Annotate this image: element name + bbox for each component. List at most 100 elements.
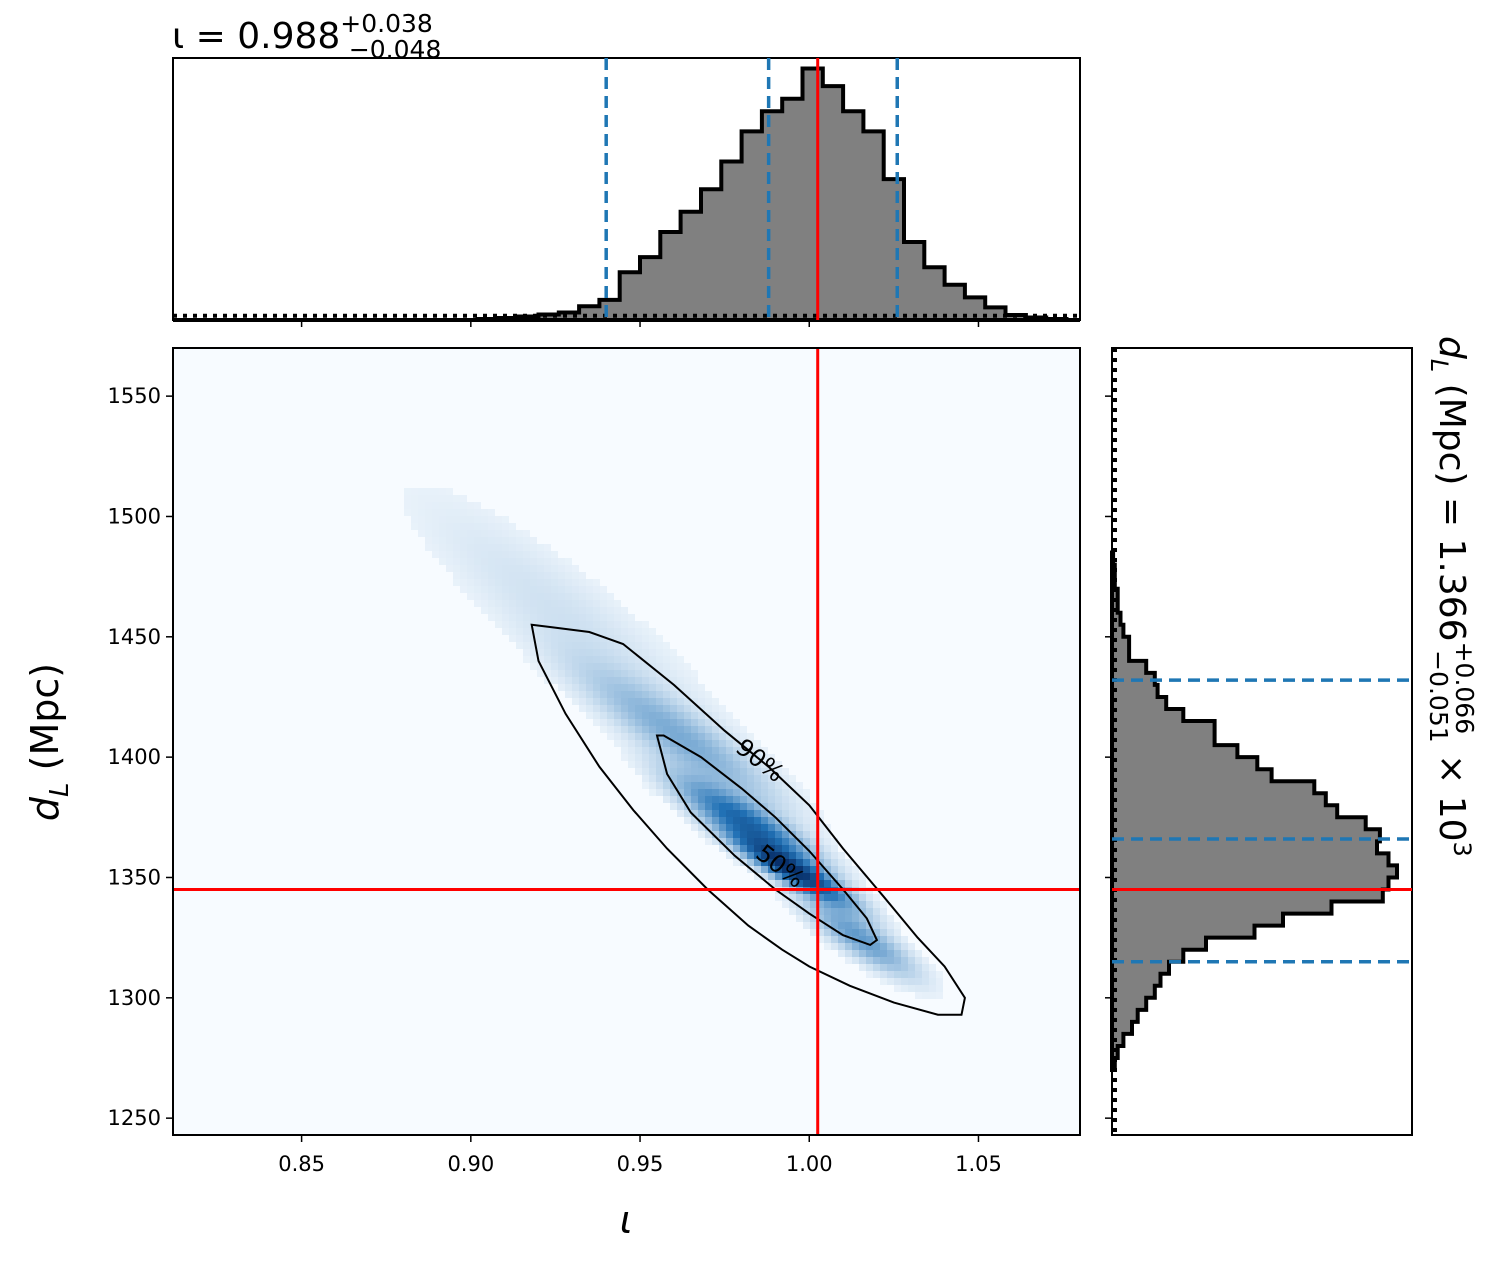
density-cell (684, 817, 691, 824)
density-cell (740, 768, 747, 775)
density-cell (460, 551, 467, 558)
density-cell (677, 796, 684, 803)
density-cell (719, 747, 726, 754)
density-cell (670, 796, 677, 803)
density-cell (775, 852, 782, 859)
y-axis-label-symbol: d (23, 796, 67, 821)
density-cell (789, 824, 796, 831)
density-cell (593, 649, 600, 656)
density-cell (677, 684, 684, 691)
density-cell (670, 656, 677, 663)
density-cell (558, 656, 565, 663)
density-cell (558, 621, 565, 628)
density-cell (579, 691, 586, 698)
density-cell (579, 621, 586, 628)
density-cell (593, 593, 600, 600)
density-cell (523, 593, 530, 600)
density-cell (544, 586, 551, 593)
density-cell (887, 936, 894, 943)
density-cell (460, 495, 467, 502)
density-cell (558, 677, 565, 684)
density-cell (446, 551, 453, 558)
density-cell (509, 579, 516, 586)
density-cell (516, 621, 523, 628)
density-cell (901, 936, 908, 943)
density-cell (628, 761, 635, 768)
density-cell (572, 621, 579, 628)
density-cell (712, 817, 719, 824)
density-cell (719, 712, 726, 719)
density-cell (887, 978, 894, 985)
density-cell (607, 649, 614, 656)
density-cell (586, 670, 593, 677)
density-cell (754, 803, 761, 810)
y-axis-label-subscript: L (45, 782, 75, 797)
density-cell (516, 530, 523, 537)
density-cell (656, 789, 663, 796)
density-cell (439, 530, 446, 537)
density-cell (418, 523, 425, 530)
density-cell (544, 558, 551, 565)
density-cell (572, 607, 579, 614)
density-cell (726, 831, 733, 838)
density-cell (565, 593, 572, 600)
density-cell (838, 922, 845, 929)
density-cell (698, 712, 705, 719)
density-cell (922, 964, 929, 971)
density-cell (635, 768, 642, 775)
density-cell (621, 649, 628, 656)
density-cell (649, 656, 656, 663)
density-cell (649, 635, 656, 642)
density-cell (649, 726, 656, 733)
density-cell (593, 579, 600, 586)
density-cell (565, 586, 572, 593)
density-cell (558, 607, 565, 614)
density-cell (901, 943, 908, 950)
density-cell (509, 635, 516, 642)
density-cell (852, 950, 859, 957)
density-cell (607, 719, 614, 726)
density-cell (418, 530, 425, 537)
density-cell (432, 544, 439, 551)
density-cell (593, 705, 600, 712)
density-cell (537, 558, 544, 565)
density-cell (495, 600, 502, 607)
density-cell (544, 670, 551, 677)
density-cell (565, 600, 572, 607)
density-cell (656, 705, 663, 712)
density-cell (670, 712, 677, 719)
density-cell (775, 824, 782, 831)
density-cell (670, 670, 677, 677)
density-cell (845, 950, 852, 957)
density-cell (565, 649, 572, 656)
density-cell (600, 593, 607, 600)
density-cell (495, 579, 502, 586)
density-cell (894, 922, 901, 929)
density-cell (481, 565, 488, 572)
density-cell (663, 649, 670, 656)
density-cell (719, 824, 726, 831)
density-cell (509, 551, 516, 558)
density-cell (481, 509, 488, 516)
density-cell (726, 845, 733, 852)
density-cell (628, 719, 635, 726)
density-cell (509, 621, 516, 628)
density-cell (656, 635, 663, 642)
density-cell (607, 663, 614, 670)
density-cell (551, 621, 558, 628)
density-cell (649, 684, 656, 691)
density-cell (817, 908, 824, 915)
density-cell (439, 509, 446, 516)
density-cell (859, 908, 866, 915)
x-tick-label: 0.90 (447, 1152, 494, 1176)
density-cell (530, 649, 537, 656)
density-cell (838, 929, 845, 936)
density-cell (642, 782, 649, 789)
density-cell (782, 775, 789, 782)
density-cell (824, 845, 831, 852)
density-cell (908, 943, 915, 950)
density-cell (488, 530, 495, 537)
density-cell (460, 523, 467, 530)
density-cell (516, 614, 523, 621)
density-cell (866, 957, 873, 964)
